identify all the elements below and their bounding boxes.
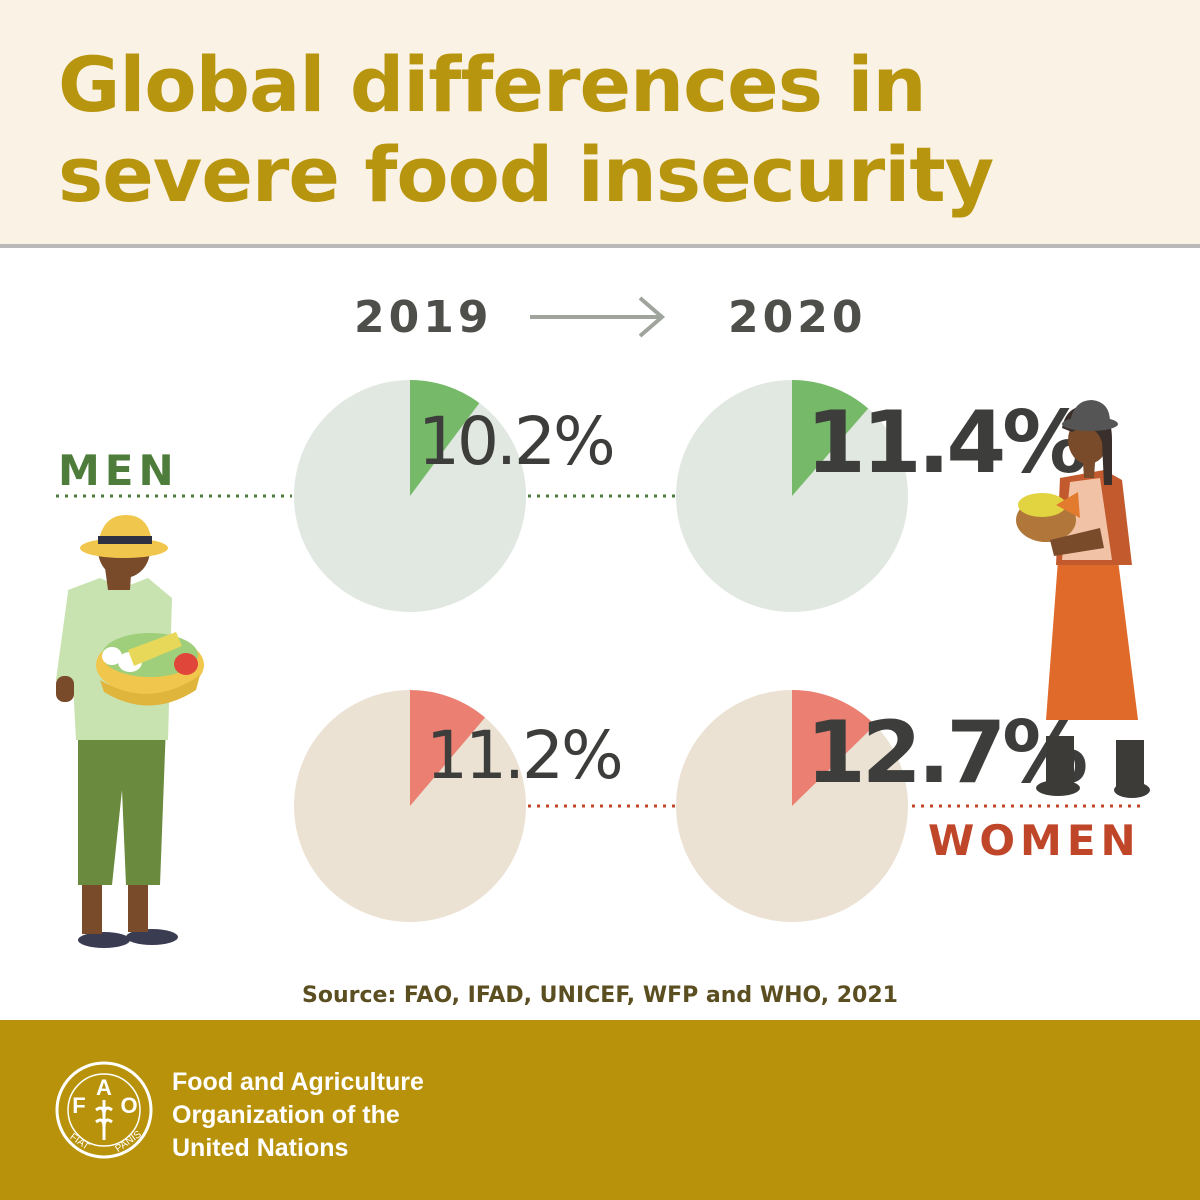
pie-slice-women-2020	[792, 690, 876, 806]
org-name-line-1: Food and Agriculture	[172, 1068, 424, 1096]
year-label-2020: 2020	[728, 292, 867, 343]
page-title: Global differences in severe food insecu…	[58, 40, 994, 220]
title-line-1: Global differences in	[58, 40, 927, 129]
org-name-line-3: United Nations	[172, 1134, 349, 1162]
men-label: MEN	[58, 446, 179, 495]
people-illustrations	[56, 400, 1150, 948]
svg-text:A: A	[96, 1075, 112, 1100]
svg-text:O: O	[120, 1093, 137, 1118]
source-note: Source: FAO, IFAD, UNICEF, WFP and WHO, …	[302, 983, 898, 1008]
organization-name: Food and Agriculture Organization of the…	[172, 1066, 424, 1165]
pct-men-2020: 11.4%	[806, 393, 1088, 493]
footer-bar	[0, 1020, 1200, 1200]
pie-group	[294, 380, 908, 922]
women-label: WOMEN	[928, 816, 1141, 865]
pie-slice-men-2020	[792, 380, 869, 496]
pie-charts	[56, 380, 1146, 922]
svg-text:F: F	[72, 1093, 85, 1118]
pie-slice-women-2019	[410, 690, 486, 806]
pie-slice-men-2019	[410, 380, 480, 496]
man-illustration	[56, 515, 204, 948]
pct-women-2019: 11.2%	[426, 717, 624, 794]
pct-men-2019: 10.2%	[418, 403, 616, 480]
title-banner: Global differences in severe food insecu…	[0, 0, 1200, 248]
woman-illustration	[1016, 400, 1150, 798]
arrow-right-icon	[530, 296, 666, 338]
org-name-line-2: Organization of the	[172, 1101, 400, 1129]
title-line-2: severe food insecurity	[58, 130, 994, 219]
year-label-2019: 2019	[354, 292, 493, 343]
